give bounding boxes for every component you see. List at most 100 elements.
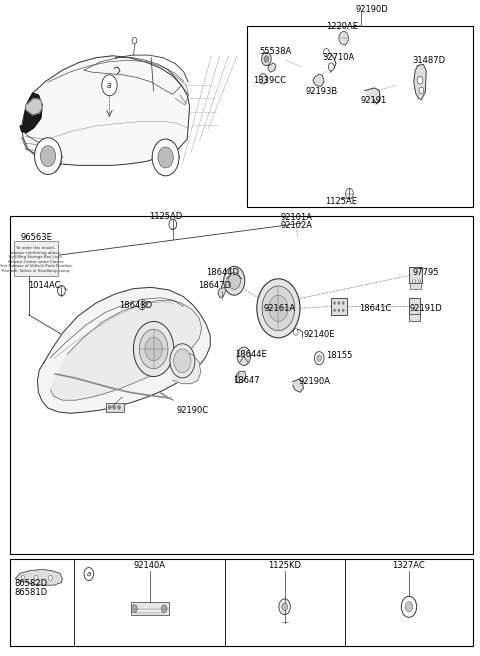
Circle shape: [339, 31, 348, 45]
Circle shape: [224, 266, 245, 295]
Text: 18644E: 18644E: [235, 350, 267, 359]
Bar: [10, 216, 473, 554]
Bar: [14, 241, 58, 276]
Polygon shape: [20, 93, 42, 133]
Circle shape: [334, 302, 336, 304]
Circle shape: [21, 575, 25, 581]
Text: 18641C: 18641C: [359, 304, 391, 313]
Text: 97795: 97795: [413, 268, 440, 277]
Polygon shape: [414, 64, 426, 100]
Circle shape: [317, 355, 322, 361]
Text: 92101A: 92101A: [281, 213, 312, 222]
Text: 92161A: 92161A: [263, 304, 295, 313]
Circle shape: [58, 285, 65, 296]
Text: 96563E: 96563E: [20, 233, 52, 242]
Circle shape: [405, 602, 413, 612]
Circle shape: [346, 188, 353, 199]
Text: 86582D: 86582D: [14, 579, 48, 588]
Text: 92191D: 92191D: [410, 304, 443, 313]
Polygon shape: [218, 287, 226, 298]
Text: 92190D: 92190D: [355, 5, 388, 14]
Circle shape: [35, 138, 61, 174]
Polygon shape: [15, 569, 62, 585]
Circle shape: [141, 302, 144, 306]
Text: 18643D: 18643D: [119, 300, 152, 310]
Text: First Release of Vehicle Parts Number.: First Release of Vehicle Parts Number.: [0, 264, 73, 268]
Circle shape: [48, 575, 52, 581]
Text: 1125KD: 1125KD: [268, 561, 301, 570]
Circle shape: [269, 295, 288, 321]
Polygon shape: [235, 371, 246, 383]
Circle shape: [138, 299, 146, 310]
Circle shape: [139, 329, 168, 369]
Text: 1220AE: 1220AE: [326, 22, 359, 31]
Circle shape: [145, 337, 162, 361]
Circle shape: [102, 75, 117, 96]
Circle shape: [262, 52, 271, 66]
Text: 1125AD: 1125AD: [149, 212, 182, 221]
Circle shape: [417, 76, 423, 84]
Circle shape: [170, 344, 195, 378]
Circle shape: [282, 603, 288, 611]
Bar: [410, 283, 421, 289]
Bar: [409, 314, 420, 321]
Circle shape: [169, 219, 177, 230]
Circle shape: [314, 352, 324, 365]
Text: 18647D: 18647D: [198, 281, 231, 290]
Text: Service Center some Corner.: Service Center some Corner.: [8, 260, 64, 264]
Circle shape: [108, 405, 111, 409]
Text: 92190C: 92190C: [177, 406, 209, 415]
Bar: [10, 559, 473, 646]
Circle shape: [259, 73, 267, 84]
Circle shape: [279, 599, 290, 615]
Polygon shape: [293, 379, 303, 392]
Text: 55538A: 55538A: [259, 47, 291, 56]
Circle shape: [257, 279, 300, 338]
Polygon shape: [173, 353, 201, 384]
Circle shape: [338, 309, 340, 312]
Circle shape: [342, 302, 344, 304]
Bar: [247, 26, 473, 207]
Text: 92140E: 92140E: [303, 330, 335, 339]
Circle shape: [161, 605, 167, 613]
Circle shape: [34, 575, 38, 581]
Polygon shape: [22, 56, 190, 165]
Text: 92140A: 92140A: [134, 561, 166, 570]
Circle shape: [228, 272, 240, 289]
Text: 92102A: 92102A: [281, 221, 312, 230]
Text: 32710A: 32710A: [323, 53, 355, 62]
Text: 1014AC: 1014AC: [28, 281, 60, 290]
Bar: [131, 602, 169, 615]
Circle shape: [118, 405, 120, 409]
Circle shape: [328, 63, 334, 71]
Text: 18155: 18155: [326, 351, 353, 360]
Bar: [409, 298, 420, 315]
Circle shape: [158, 147, 173, 168]
Circle shape: [84, 567, 94, 581]
Circle shape: [264, 56, 269, 62]
Circle shape: [132, 37, 137, 44]
Circle shape: [293, 329, 298, 335]
Bar: [106, 403, 124, 412]
Circle shape: [133, 321, 174, 377]
Circle shape: [342, 309, 344, 312]
Polygon shape: [313, 74, 324, 87]
Circle shape: [40, 146, 56, 167]
Text: always confirming above.: always confirming above.: [11, 251, 61, 255]
Text: a: a: [107, 81, 112, 90]
Text: 92193B: 92193B: [305, 87, 337, 96]
Text: 31487D: 31487D: [412, 56, 445, 65]
Circle shape: [338, 302, 340, 304]
Circle shape: [174, 349, 191, 373]
Bar: [331, 298, 347, 315]
Circle shape: [324, 49, 329, 56]
Text: Remark: Select in Headlamp ramp.: Remark: Select in Headlamp ramp.: [2, 269, 70, 273]
Polygon shape: [268, 63, 276, 72]
Circle shape: [262, 286, 295, 331]
Polygon shape: [37, 287, 210, 413]
Polygon shape: [366, 89, 380, 105]
Text: 92191: 92191: [361, 96, 387, 105]
Circle shape: [152, 139, 179, 176]
Text: a: a: [87, 571, 91, 577]
Text: 18644D: 18644D: [206, 268, 240, 277]
